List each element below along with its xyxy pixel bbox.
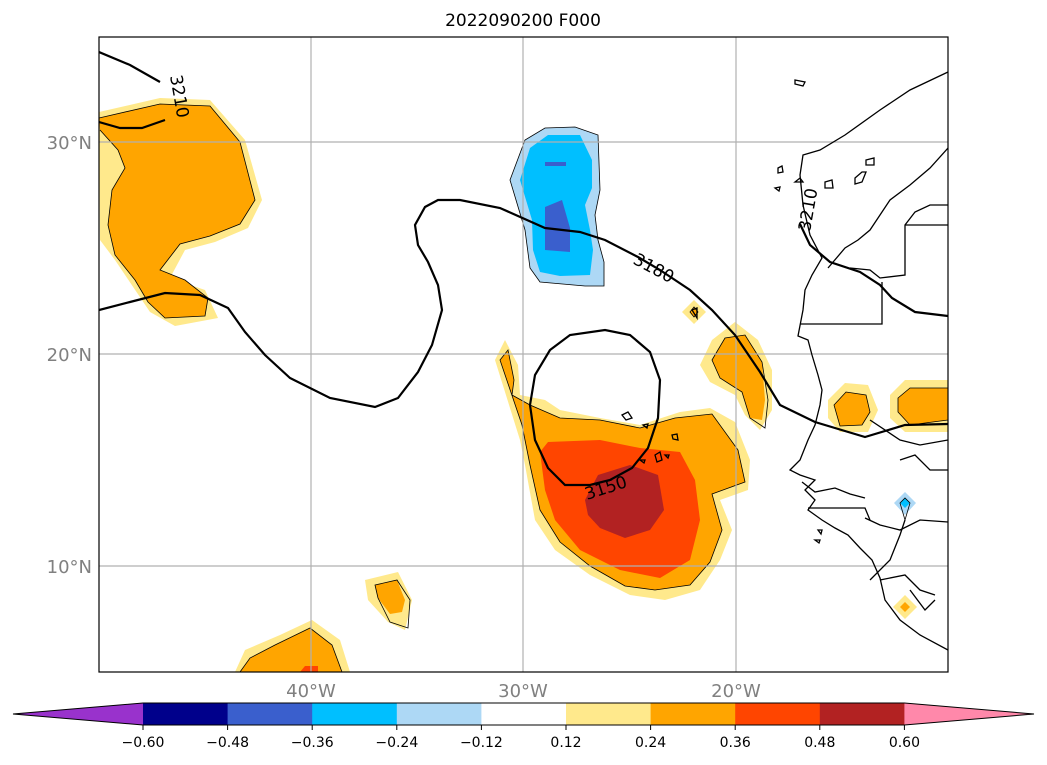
- map-area: [99, 37, 948, 672]
- height-contours: [99, 50, 948, 487]
- lat-label-20n: 20°N: [47, 345, 92, 366]
- colorbar-tick-label: −0.48: [206, 735, 249, 751]
- positive-anomaly-bottom-strong: [300, 666, 318, 672]
- colorbar-segment: [819, 703, 905, 725]
- contour-3210-east: [799, 223, 948, 318]
- colorbar-segment: [312, 703, 398, 725]
- positive-anomaly-bottom: [240, 628, 342, 672]
- colorbar-segment: [143, 703, 229, 725]
- contour-label-3210-east: 3210: [795, 187, 822, 233]
- contour-3180: [99, 198, 948, 439]
- negative-anomaly-north-core: [545, 200, 570, 252]
- colorbar-tick-label: 0.48: [804, 735, 835, 751]
- contour-3210-west: [99, 50, 161, 83]
- colorbar-tick-label: 0.36: [720, 735, 751, 751]
- negative-anomaly-north-core-small: [545, 162, 566, 166]
- map-title: 2022090200 F000: [445, 11, 601, 31]
- coastlines: [620, 71, 948, 651]
- colorbar-extend-high: [904, 703, 1034, 725]
- colorbar-tick-label: 0.24: [635, 735, 666, 751]
- colorbar-segment: [566, 703, 652, 725]
- positive-anomaly-east: [712, 335, 765, 420]
- lat-label-30n: 30°N: [47, 133, 92, 154]
- colorbar-segment: [481, 703, 567, 725]
- colorbar-extend-low: [13, 703, 143, 725]
- colorbar-tick-label: 0.60: [889, 735, 920, 751]
- map-frame: [98, 36, 949, 673]
- positive-anomaly-small-west: [375, 580, 405, 614]
- lon-label-30w: 30°W: [498, 681, 548, 702]
- positive-anomaly-far-east-1: [834, 392, 870, 426]
- colorbar-tick-label: −0.12: [460, 735, 503, 751]
- positive-anomaly-nw: [99, 104, 255, 318]
- colorbar: −0.60 −0.48 −0.36 −0.24 −0.12 0.12 0.24 0.36 0.4…: [12, 702, 1035, 751]
- colorbar-segment: [227, 703, 313, 725]
- lon-label-20w: 20°W: [711, 681, 761, 702]
- contour-3150: [528, 328, 662, 487]
- lon-label-40w: 40°W: [286, 681, 336, 702]
- colorbar-segment: [396, 703, 482, 725]
- positive-anomaly-far-east-2: [898, 388, 948, 425]
- colorbar-tick-label: 0.12: [550, 735, 581, 751]
- anomaly-fills: [99, 98, 948, 672]
- colorbar-segment: [735, 703, 821, 725]
- contour-label-3180: 3180: [630, 250, 678, 288]
- contour-3210-west-2: [99, 118, 166, 130]
- colorbar-tick-label: −0.60: [122, 735, 165, 751]
- colorbar-tick-label: −0.24: [375, 735, 418, 751]
- colorbar-tick-label: −0.36: [291, 735, 334, 751]
- positive-anomaly-tiny-2-core: [900, 602, 910, 612]
- lat-label-10n: 10°N: [47, 557, 92, 578]
- colorbar-segment: [650, 703, 736, 725]
- positive-anomaly-center-core: [585, 465, 664, 538]
- graticule: [99, 37, 948, 672]
